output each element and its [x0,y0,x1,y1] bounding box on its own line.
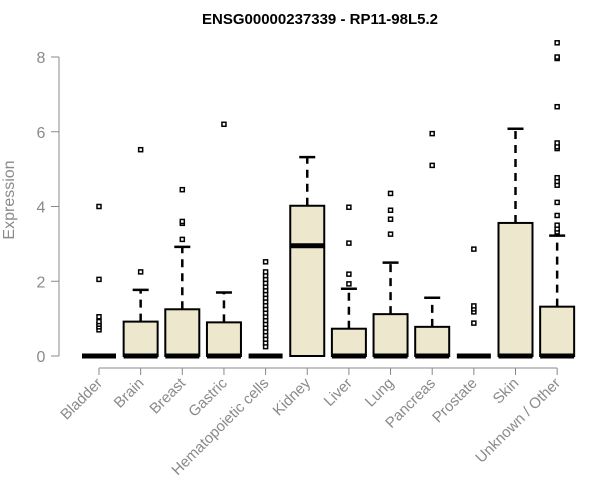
x-tick-label: Breast [146,374,189,417]
outlier-point [262,269,269,275]
outlier-point [387,190,394,197]
box-rect [414,325,451,358]
outlier-point [471,303,477,309]
y-tick-label: 6 [37,125,46,142]
box-pancreas [414,130,451,359]
box-rect [122,320,159,357]
box-prostate [456,246,491,359]
outlier-point [137,146,144,153]
outlier-point [554,140,560,146]
outlier-point [387,231,394,237]
x-tick-label: Skin [490,375,523,408]
x-tick-label: Brain [111,375,148,412]
x-tick-label: Prostate [429,375,481,427]
box-gastric [205,121,242,359]
y-tick-label: 2 [37,274,46,291]
y-tick-label: 0 [37,349,46,366]
box-rect [539,305,576,358]
outlier-point [387,216,394,222]
outlier-point [429,162,435,169]
outlier-point [554,212,560,219]
outlier-point [429,130,435,137]
outlier-point [96,318,102,325]
outlier-point [387,207,394,213]
box-brain [122,146,159,359]
box-lung [372,190,409,359]
box-rect [497,221,534,357]
outlier-point [554,199,560,206]
outlier-point [554,222,560,228]
outlier-point [262,259,269,265]
outlier-point [96,203,102,210]
box-rect [289,204,326,357]
x-tick-label: Bladder [57,375,106,424]
outlier-point [179,236,186,243]
box-rect [164,308,201,357]
box-rect [372,313,409,358]
outlier-point [96,276,102,283]
outlier-point [554,103,560,110]
y-tick-label: 8 [37,50,46,67]
outlier-point [471,246,477,252]
outlier-point [346,271,352,277]
outlier-point [221,121,227,128]
box-bladder [82,203,116,359]
outlier-point [96,314,102,320]
outlier-point [346,204,352,210]
box-rect [205,321,242,357]
outlier-point [554,40,560,46]
box-liver [330,204,367,359]
x-tick-label: Kidney [270,374,315,419]
outlier-point [346,240,352,246]
x-tick-label: Lung [362,375,398,411]
chart-title: ENSG00000237339 - RP11-98L5.2 [202,11,438,28]
x-tick-label: Liver [321,375,356,410]
outlier-point [471,320,477,326]
outlier-point [137,269,144,275]
y-tick-label: 4 [37,200,46,217]
outlier-point [179,218,186,225]
outlier-point [554,54,560,60]
box-skin [497,127,534,359]
outlier-point [346,281,352,287]
box-breast [164,186,201,359]
outlier-point [179,186,186,193]
box-unknown-other [539,40,576,359]
outlier-point [554,174,560,181]
box-rect [330,327,367,357]
box-kidney [289,155,326,357]
y-axis-label: Expression [1,160,18,239]
box-hematopoietic-cells [248,259,283,359]
